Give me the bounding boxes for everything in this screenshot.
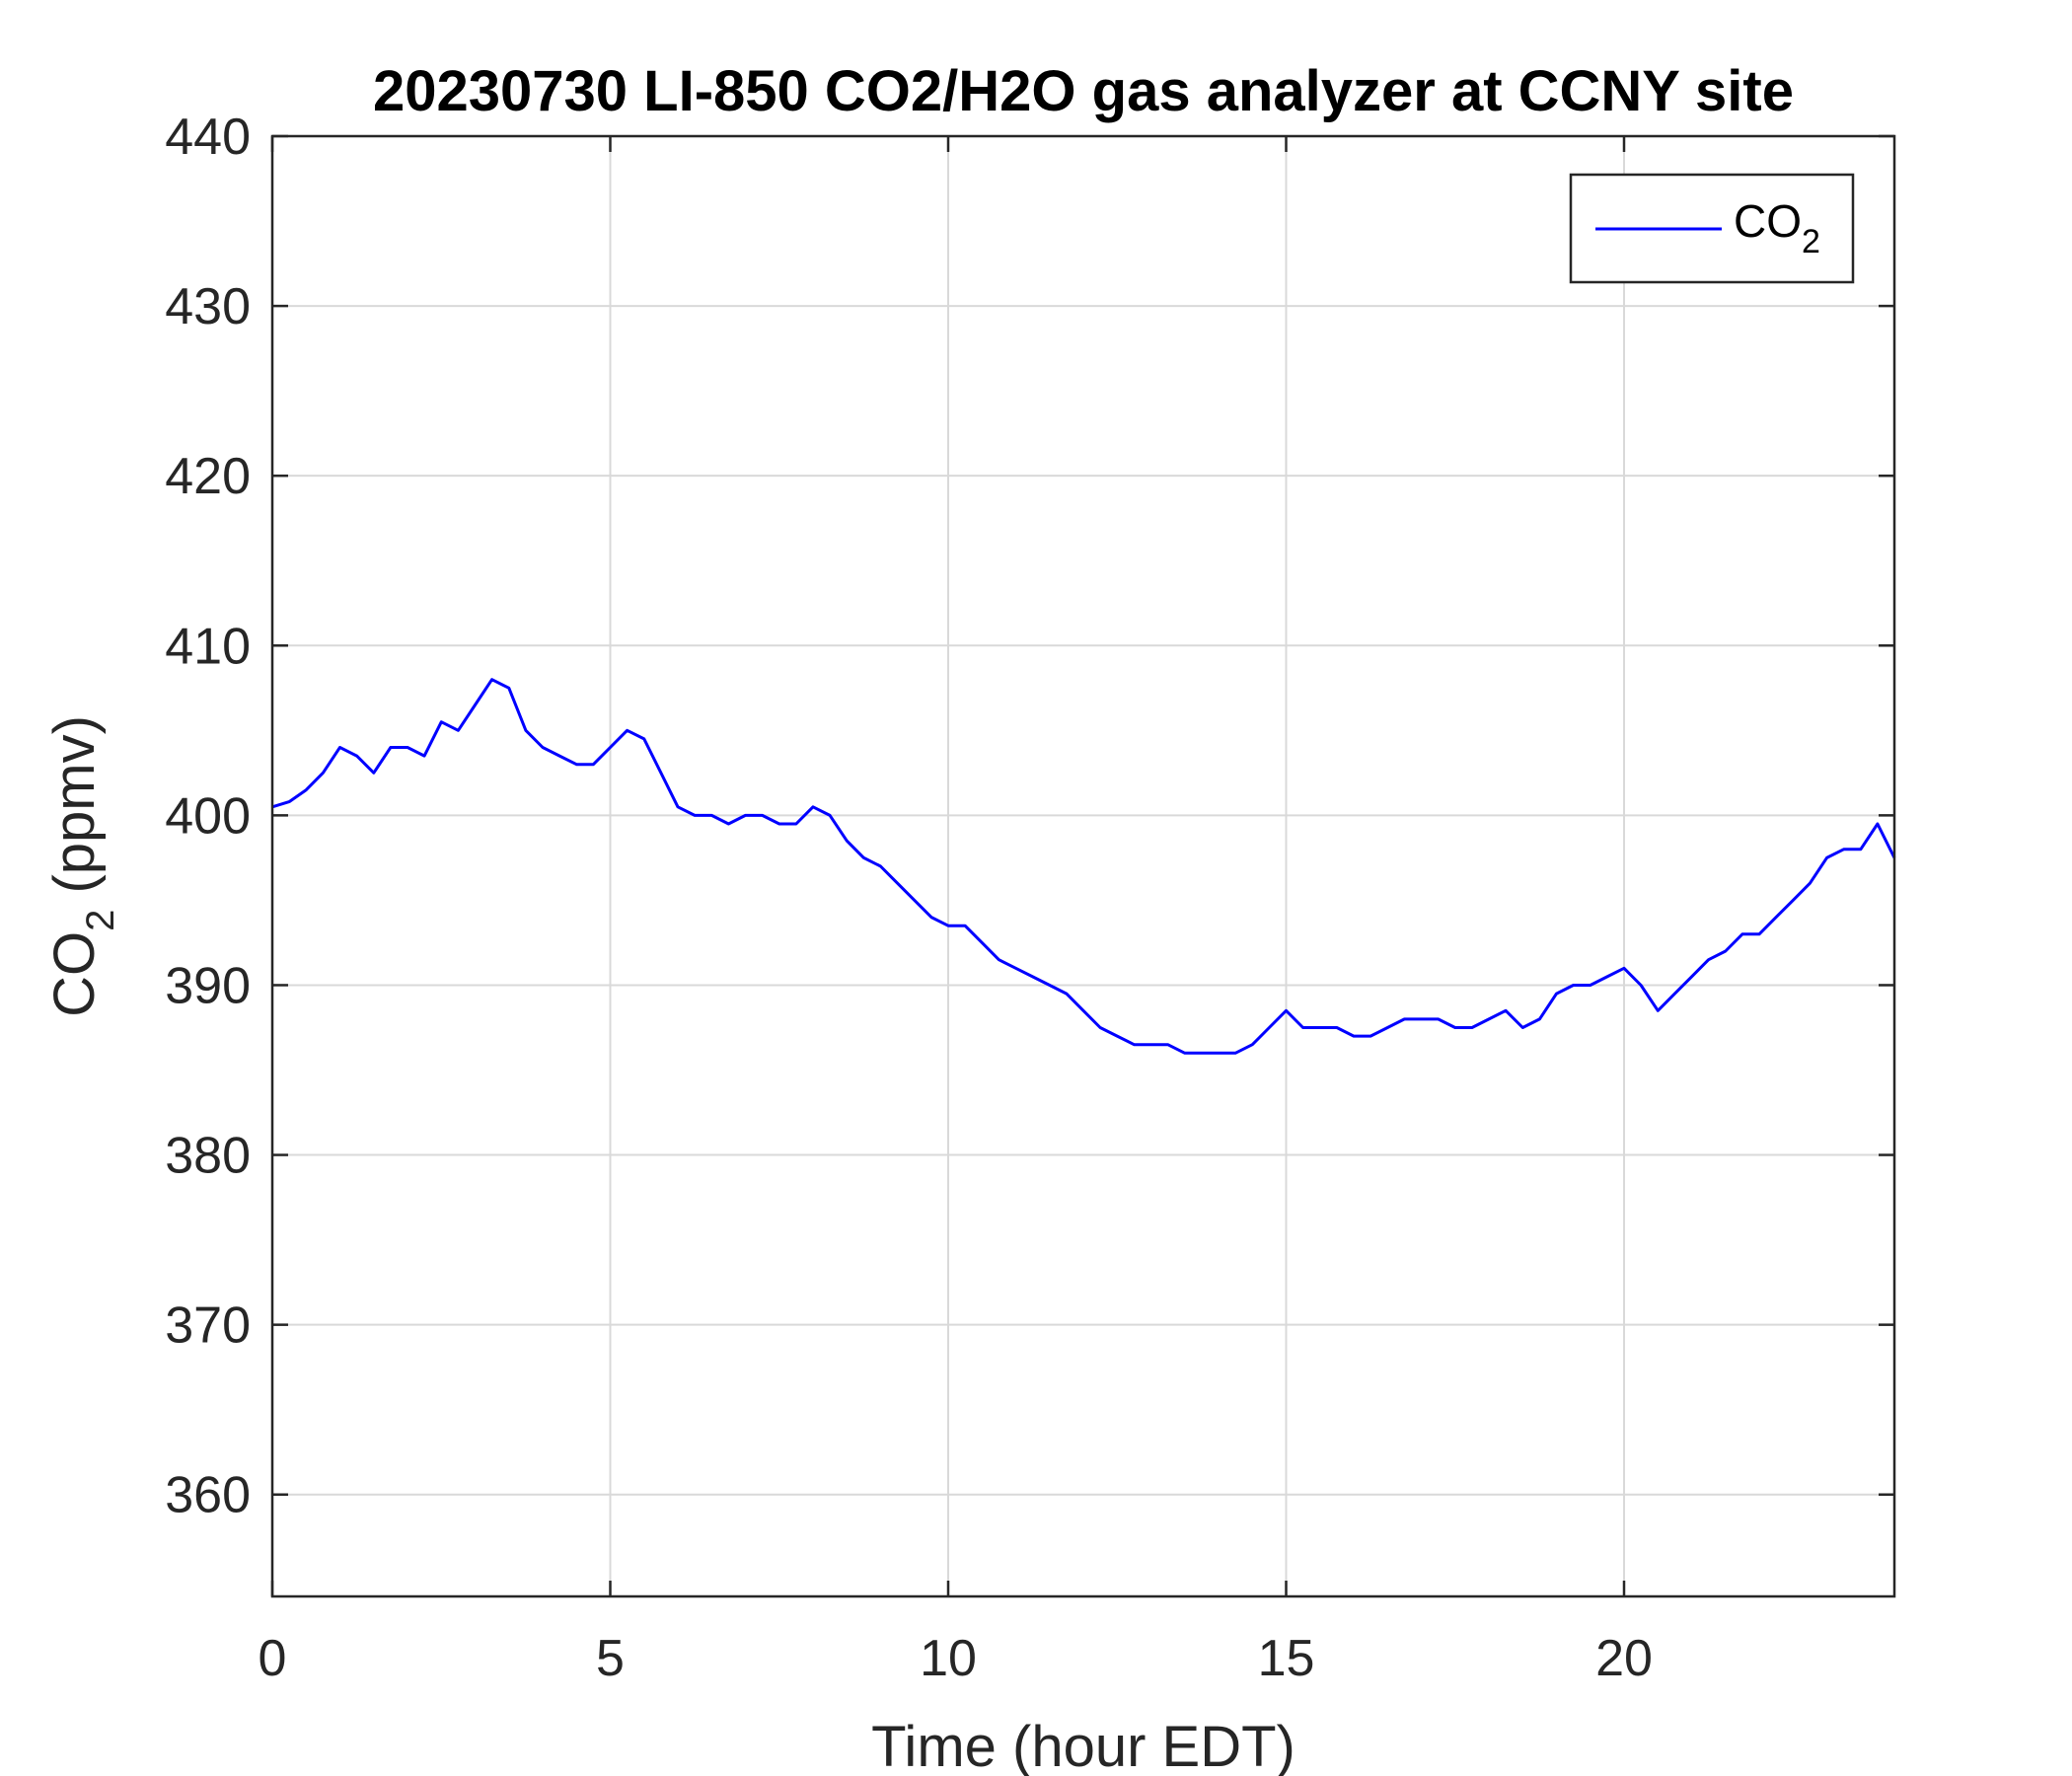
- y-tick-label: 370: [165, 1297, 251, 1355]
- chart-title: 20230730 LI-850 CO2/H2O gas analyzer at …: [373, 59, 1794, 123]
- y-tick-label: 410: [165, 618, 251, 675]
- y-axis-label-main: CO: [42, 931, 107, 1017]
- y-tick-label: 390: [165, 957, 251, 1014]
- legend-label-subscript: 2: [1802, 223, 1820, 260]
- grid-lines: [272, 136, 1894, 1596]
- y-tick-labels: 360 370 380 390 400 410 420 430 440: [165, 109, 251, 1524]
- x-tick-label: 0: [259, 1630, 287, 1687]
- series-line-co2: [271, 678, 1896, 1055]
- x-tick-label: 10: [920, 1630, 977, 1687]
- x-tick-label: 20: [1595, 1630, 1653, 1687]
- y-tick-label: 430: [165, 278, 251, 335]
- legend-entry-co2: CO2: [1734, 195, 1820, 260]
- y-axis-label-unit: (ppmv): [42, 715, 107, 910]
- y-axis-label: CO2 (ppmv): [42, 715, 122, 1017]
- x-tick-labels: 0 5 10 15 20: [259, 1630, 1653, 1687]
- x-tick-label: 15: [1258, 1630, 1315, 1687]
- x-axis-label: Time (hour EDT): [871, 1715, 1295, 1776]
- y-tick-label: 400: [165, 787, 251, 845]
- y-tick-label: 380: [165, 1128, 251, 1185]
- legend: CO2: [1569, 173, 1855, 284]
- y-axis-label-subscript: 2: [79, 910, 122, 931]
- y-tick-label: 420: [165, 448, 251, 505]
- x-tick-label: 5: [596, 1630, 625, 1687]
- y-tick-label: 360: [165, 1467, 251, 1524]
- plot-frame: [270, 134, 1896, 1598]
- y-tick-label: 440: [165, 109, 251, 166]
- legend-label-main: CO: [1734, 195, 1802, 247]
- tick-marks: [270, 134, 1894, 1596]
- series-layer: [271, 678, 1896, 1055]
